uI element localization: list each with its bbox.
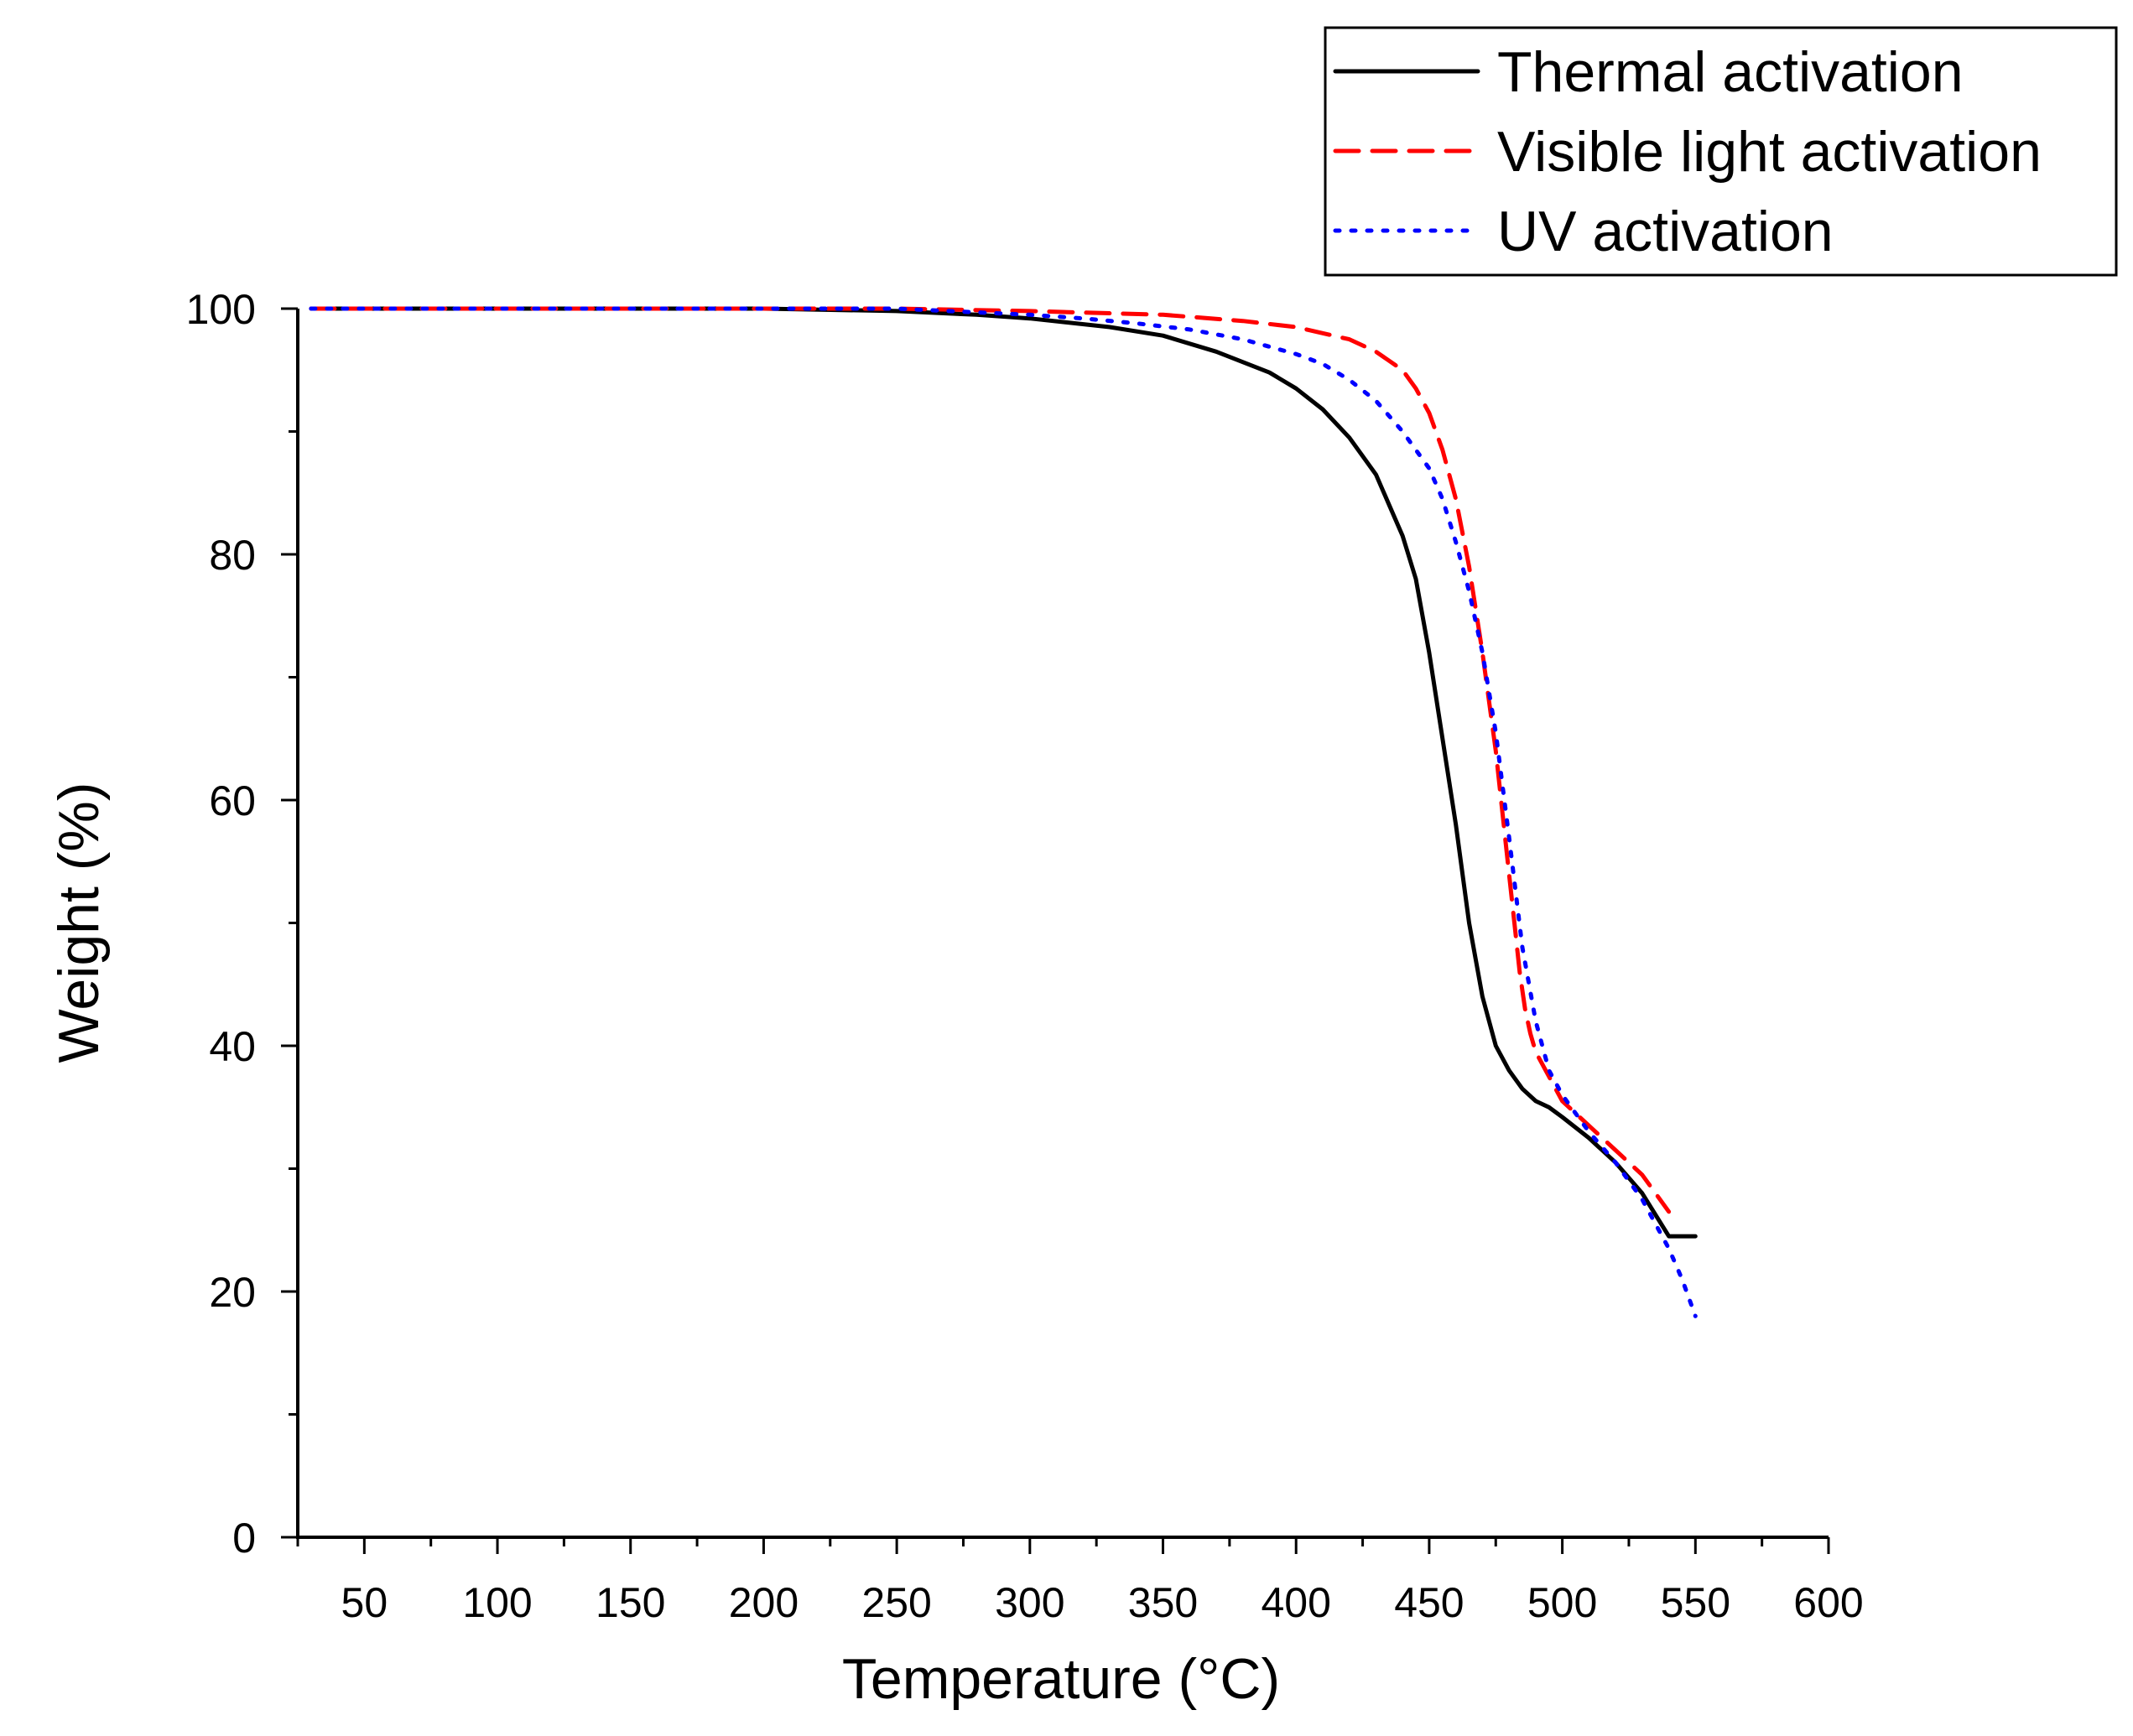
x-tick-labels: 50 100 150 200 250 300 350 400 450 500 550 600 xyxy=(341,1579,1864,1626)
y-tick-label: 40 xyxy=(209,1023,256,1070)
y-tick-label: 0 xyxy=(232,1515,256,1562)
x-tick-label: 100 xyxy=(462,1579,532,1626)
x-ticks xyxy=(296,1537,1830,1554)
x-tick-label: 550 xyxy=(1661,1579,1730,1626)
legend: Thermal activation Visible light activati… xyxy=(1324,26,2118,277)
x-tick-label: 250 xyxy=(861,1579,931,1626)
y-tick-labels: 0 20 40 60 80 100 xyxy=(186,286,256,1562)
series-line-uv-activation xyxy=(309,306,1698,1318)
x-tick-label: 300 xyxy=(995,1579,1064,1626)
y-tick-label: 20 xyxy=(209,1269,256,1316)
x-tick-label: 350 xyxy=(1128,1579,1198,1626)
x-tick-label: 200 xyxy=(729,1579,799,1626)
legend-label-uv-activation: UV activation xyxy=(1497,200,1834,263)
y-axis-title: Weight (%) xyxy=(47,782,111,1063)
series-line-visible-light-activation xyxy=(309,306,1672,1214)
y-ticks xyxy=(281,307,298,1539)
y-tick-label: 80 xyxy=(209,532,256,579)
x-tick-label: 50 xyxy=(341,1579,388,1626)
x-tick-label: 600 xyxy=(1793,1579,1863,1626)
legend-label-visible-light-activation: Visible light activation xyxy=(1497,120,2042,184)
series-line-thermal-activation xyxy=(309,306,1698,1239)
y-tick-label: 100 xyxy=(186,286,256,333)
y-tick-label: 60 xyxy=(209,777,256,824)
x-axis-title: Temperature (°C) xyxy=(842,1647,1280,1711)
x-tick-label: 450 xyxy=(1394,1579,1464,1626)
plot-lines xyxy=(309,306,1698,1318)
x-tick-label: 500 xyxy=(1527,1579,1597,1626)
x-tick-label: 400 xyxy=(1261,1579,1330,1626)
axes xyxy=(296,309,1829,1539)
x-tick-label: 150 xyxy=(596,1579,665,1626)
legend-label-thermal-activation: Thermal activation xyxy=(1497,40,1964,104)
